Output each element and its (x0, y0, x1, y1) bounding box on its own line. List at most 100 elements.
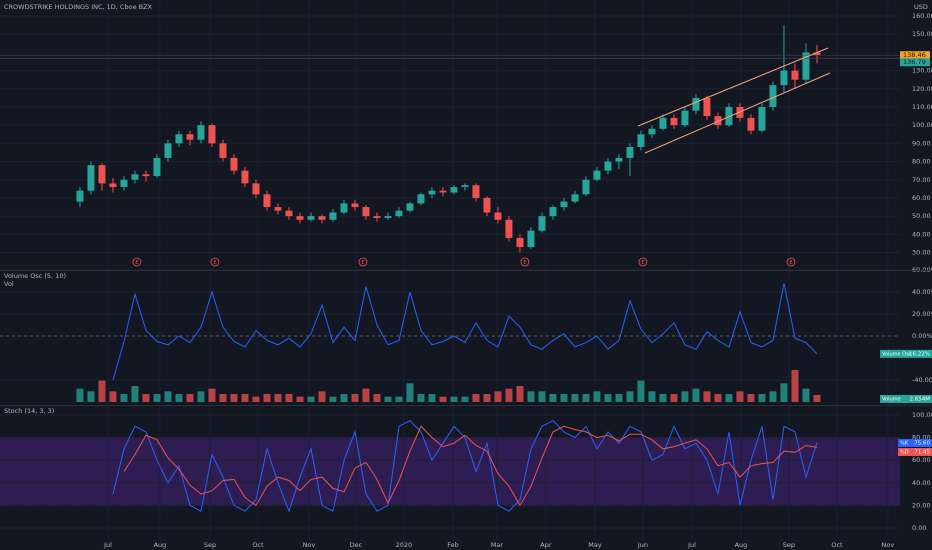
volume-bar (87, 391, 95, 402)
candle-body (802, 52, 810, 80)
candle-body (494, 212, 502, 220)
volume-bar (109, 391, 117, 402)
candle-body (780, 70, 788, 86)
earnings-label: E (213, 260, 216, 266)
x-tick-label: May (588, 541, 602, 549)
x-tick-label: Nov (882, 541, 895, 549)
y-tick-label: 0.00 (912, 524, 926, 532)
candle-body (791, 70, 799, 80)
volume-bar (98, 380, 106, 402)
volume-bar (538, 391, 546, 402)
volume-bar (692, 388, 700, 402)
x-tick-label: Nov (303, 541, 316, 549)
volume-bar (659, 394, 667, 402)
pane-title: Stoch (14, 3, 3) (4, 407, 54, 415)
x-tick-label: Oct (252, 541, 264, 549)
volume-bar (329, 396, 337, 402)
chart-title: CROWDSTRIKE HOLDINGS INC, 1D, Cboe BZX (4, 3, 153, 11)
candle-body (219, 143, 227, 158)
candle-body (703, 97, 711, 117)
candle-body (252, 183, 260, 195)
volume-bar (395, 396, 403, 402)
candle-body (318, 216, 326, 220)
x-tick-label: 2020 (396, 541, 413, 549)
volume-bar (461, 396, 469, 402)
volume-bar (637, 380, 645, 402)
y-tick-label: -40.00% (912, 376, 932, 384)
candle-body (263, 194, 271, 208)
x-tick-label: Sep (783, 541, 795, 549)
earnings-marker (638, 257, 648, 267)
earnings-label: E (135, 260, 138, 266)
volume-bar (197, 391, 205, 402)
y-tick-label: 70.00 (912, 176, 931, 184)
volume-bar (230, 394, 238, 402)
y-tick-label: 160.00 (912, 12, 932, 20)
candle-body (406, 203, 414, 211)
volume-bar (175, 394, 183, 402)
pane-title: Volume Osc (5, 10) (4, 272, 66, 280)
volume-bar (362, 388, 370, 402)
candle-body (186, 134, 194, 140)
value-box-label: 2.654M (910, 397, 931, 403)
earnings-label: E (789, 260, 792, 266)
volume-bar (494, 391, 502, 402)
y-tick-label: 120.00 (912, 85, 932, 93)
pane-subtitle: Vol (4, 280, 14, 288)
y-tick-label: 100.00 (912, 121, 932, 129)
earnings-marker (210, 257, 220, 267)
volume-bar (681, 391, 689, 402)
candle-body (175, 134, 183, 144)
earnings-marker (786, 257, 796, 267)
candle-body (483, 197, 491, 213)
y-tick-label: 130.00 (912, 67, 932, 75)
volume-bar (769, 391, 777, 402)
volume-bar (208, 388, 216, 402)
volume-bar (648, 391, 656, 402)
candle-body (395, 210, 403, 217)
volume-bar (571, 394, 579, 402)
volume-bar (153, 394, 161, 402)
candle-body (549, 207, 557, 217)
value-box (898, 448, 932, 456)
y-tick-label: 60.00 (912, 194, 931, 202)
earnings-marker (520, 257, 530, 267)
volume-bar (472, 394, 480, 402)
x-tick-label: Aug (154, 541, 167, 549)
candle-body (384, 216, 392, 218)
volume-bar (428, 394, 436, 402)
volume-bar (527, 391, 535, 402)
volume-bar (813, 394, 821, 402)
candle-body (714, 116, 722, 126)
candle-body (98, 165, 106, 184)
y-tick-label: 40.00% (912, 288, 932, 296)
candle-body (439, 190, 447, 193)
volume-bar (186, 394, 194, 402)
candle-body (615, 157, 623, 162)
y-tick-label: 50.00 (912, 212, 931, 220)
x-tick-label: Aug (735, 541, 748, 549)
candle-body (307, 216, 315, 220)
candle-body (769, 85, 777, 107)
earnings-marker (132, 257, 142, 267)
volume-bar (373, 394, 381, 402)
candle-body (340, 203, 348, 213)
candle-body (725, 106, 733, 126)
value-box-label: 71.45 (914, 450, 930, 456)
candle-body (626, 147, 634, 158)
candle-body (428, 190, 436, 195)
volume-bar (406, 383, 414, 402)
candle-body (142, 174, 150, 177)
volume-bar (714, 394, 722, 402)
volume-bar (120, 394, 128, 402)
candle-body (329, 212, 337, 220)
volume-bar (450, 396, 458, 402)
value-box-name: Volume Osc (882, 351, 912, 357)
candle-body (472, 185, 480, 198)
candle-body (153, 157, 161, 177)
x-tick-label: Jun (637, 541, 648, 549)
price-label-box (900, 51, 930, 60)
indicator-line (112, 283, 818, 381)
value-box-label: 75.60 (914, 441, 930, 447)
x-tick-label: Feb (447, 541, 459, 549)
